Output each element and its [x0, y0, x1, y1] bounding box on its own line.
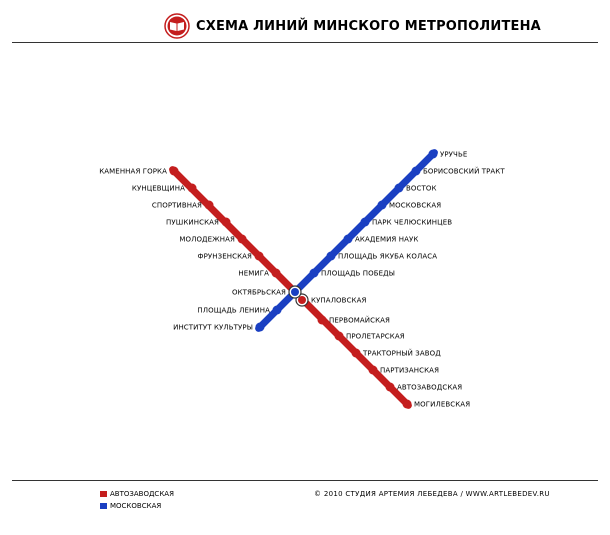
station-молодежная[interactable]: МОЛОДЕЖНАЯ	[179, 234, 247, 244]
footer-divider	[12, 480, 598, 481]
station-marker	[237, 234, 247, 244]
station-label: КАМЕННАЯ ГОРКА	[99, 168, 167, 176]
station-marker	[309, 268, 319, 278]
station-label: ИНСТИТУТ КУЛЬТУРЫ	[173, 324, 253, 332]
station-восток[interactable]: ВОСТОК	[394, 183, 437, 193]
station-label: МОЛОДЕЖНАЯ	[179, 236, 235, 244]
station-marker	[377, 200, 387, 210]
copyright-link[interactable]: © 2010 СТУДИЯ АРТЕМИЯ ЛЕБЕДЕВА / WWW.ART…	[314, 490, 550, 498]
station-marker	[411, 166, 421, 176]
station-marker	[291, 288, 299, 296]
station-label: КУПАЛОВСКАЯ	[311, 297, 367, 305]
station-кунцевщина[interactable]: КУНЦЕВЩИНА	[132, 183, 197, 193]
station-партизанская[interactable]: ПАРТИЗАНСКАЯ	[368, 365, 440, 375]
station-первомайская[interactable]: ПЕРВОМАЙСКАЯ	[317, 315, 391, 325]
station-label: ПРОЛЕТАРСКАЯ	[346, 333, 405, 341]
station-marker	[394, 183, 404, 193]
station-marker	[221, 217, 231, 227]
station-купаловская[interactable]: КУПАЛОВСКАЯ	[295, 293, 367, 307]
station-уручье[interactable]: УРУЧЬЕ	[428, 149, 468, 159]
station-label: ФРУНЗЕНСКАЯ	[197, 253, 252, 261]
station-label: ПЛОЩАДЬ ЯКУБА КОЛАСА	[338, 253, 437, 261]
station-label: МОСКОВСКАЯ	[389, 202, 441, 210]
station-label: ПАРК ЧЕЛЮСКИНЦЕВ	[372, 219, 452, 227]
station-label: МОГИЛЕВСКАЯ	[414, 401, 470, 409]
station-институт-культуры[interactable]: ИНСТИТУТ КУЛЬТУРЫ	[173, 322, 265, 332]
station-marker	[187, 183, 197, 193]
station-борисовский-тракт[interactable]: БОРИСОВСКИЙ ТРАКТ	[411, 166, 506, 176]
book-logo-icon	[164, 13, 190, 39]
station-label: АКАДЕМИЯ НАУК	[355, 236, 418, 244]
station-тракторный-завод[interactable]: ТРАКТОРНЫЙ ЗАВОД	[351, 348, 442, 358]
station-label: ПЛОЩАДЬ ЛЕНИНА	[197, 307, 270, 315]
station-каменная-горка[interactable]: КАМЕННАЯ ГОРКА	[99, 166, 179, 176]
station-label: НЕМИГА	[238, 270, 269, 278]
station-пролетарская[interactable]: ПРОЛЕТАРСКАЯ	[334, 331, 405, 341]
station-label: БОРИСОВСКИЙ ТРАКТ	[423, 167, 505, 176]
station-marker	[298, 296, 306, 304]
station-marker	[272, 305, 282, 315]
station-автозаводская[interactable]: АВТОЗАВОДСКАЯ	[385, 382, 463, 392]
station-пушкинская[interactable]: ПУШКИНСКАЯ	[166, 217, 231, 227]
stations: КАМЕННАЯ ГОРКА КУНЦЕВЩИНА СПОРТИВНАЯ ПУШКИН…	[99, 149, 506, 409]
footer: АВТОЗАВОДСКАЯ МОСКОВСКАЯ © 2010 СТУДИЯ А…	[0, 488, 610, 528]
station-marker	[271, 268, 281, 278]
station-marker	[428, 149, 438, 159]
station-парк-челюскинцев[interactable]: ПАРК ЧЕЛЮСКИНЦЕВ	[360, 217, 453, 227]
legend-swatch-blue	[100, 503, 107, 509]
station-label: СПОРТИВНАЯ	[152, 202, 202, 210]
station-label: ОКТЯБРЬСКАЯ	[232, 289, 286, 297]
station-немига[interactable]: НЕМИГА	[238, 268, 281, 278]
legend-swatch-red	[100, 491, 107, 497]
header: СХЕМА ЛИНИЙ МИНСКОГО МЕТРОПОЛИТЕНА	[0, 0, 610, 44]
station-label: АВТОЗАВОДСКАЯ	[397, 384, 462, 392]
station-площадь-якуба-коласа[interactable]: ПЛОЩАДЬ ЯКУБА КОЛАСА	[326, 251, 438, 261]
station-label: УРУЧЬЕ	[440, 151, 467, 159]
legend-item-blue-line: МОСКОВСКАЯ	[100, 501, 161, 511]
station-marker	[254, 251, 264, 261]
station-marker	[317, 315, 327, 325]
page-title: СХЕМА ЛИНИЙ МИНСКОГО МЕТРОПОЛИТЕНА	[196, 19, 541, 34]
station-могилевская[interactable]: МОГИЛЕВСКАЯ	[402, 399, 471, 409]
station-площадь-ленина[interactable]: ПЛОЩАДЬ ЛЕНИНА	[197, 305, 282, 315]
station-октябрьская[interactable]: ОКТЯБРЬСКАЯ	[232, 285, 302, 299]
station-marker	[334, 331, 344, 341]
station-marker	[169, 166, 179, 176]
station-label: КУНЦЕВЩИНА	[132, 185, 185, 193]
station-marker	[255, 322, 265, 332]
station-label: ТРАКТОРНЫЙ ЗАВОД	[362, 349, 441, 358]
station-спортивная[interactable]: СПОРТИВНАЯ	[152, 200, 214, 210]
station-marker	[326, 251, 336, 261]
station-академия-наук[interactable]: АКАДЕМИЯ НАУК	[343, 234, 419, 244]
legend-label: АВТОЗАВОДСКАЯ	[110, 490, 174, 498]
legend-label: МОСКОВСКАЯ	[110, 502, 162, 510]
station-marker	[343, 234, 353, 244]
station-marker	[368, 365, 378, 375]
station-label: ВОСТОК	[406, 185, 437, 193]
station-marker	[385, 382, 395, 392]
station-label: ПЛОЩАДЬ ПОБЕДЫ	[321, 270, 395, 278]
station-фрунзенская[interactable]: ФРУНЗЕНСКАЯ	[197, 251, 264, 261]
station-marker	[204, 200, 214, 210]
station-label: ПУШКИНСКАЯ	[166, 219, 219, 227]
station-площадь-победы[interactable]: ПЛОЩАДЬ ПОБЕДЫ	[309, 268, 396, 278]
header-divider	[12, 42, 598, 43]
station-marker	[360, 217, 370, 227]
station-label: ПЕРВОМАЙСКАЯ	[329, 316, 390, 325]
station-label: ПАРТИЗАНСКАЯ	[380, 367, 439, 375]
station-московская[interactable]: МОСКОВСКАЯ	[377, 200, 442, 210]
legend-item-red-line: АВТОЗАВОДСКАЯ	[100, 489, 174, 499]
station-marker	[351, 348, 361, 358]
station-marker	[402, 399, 412, 409]
